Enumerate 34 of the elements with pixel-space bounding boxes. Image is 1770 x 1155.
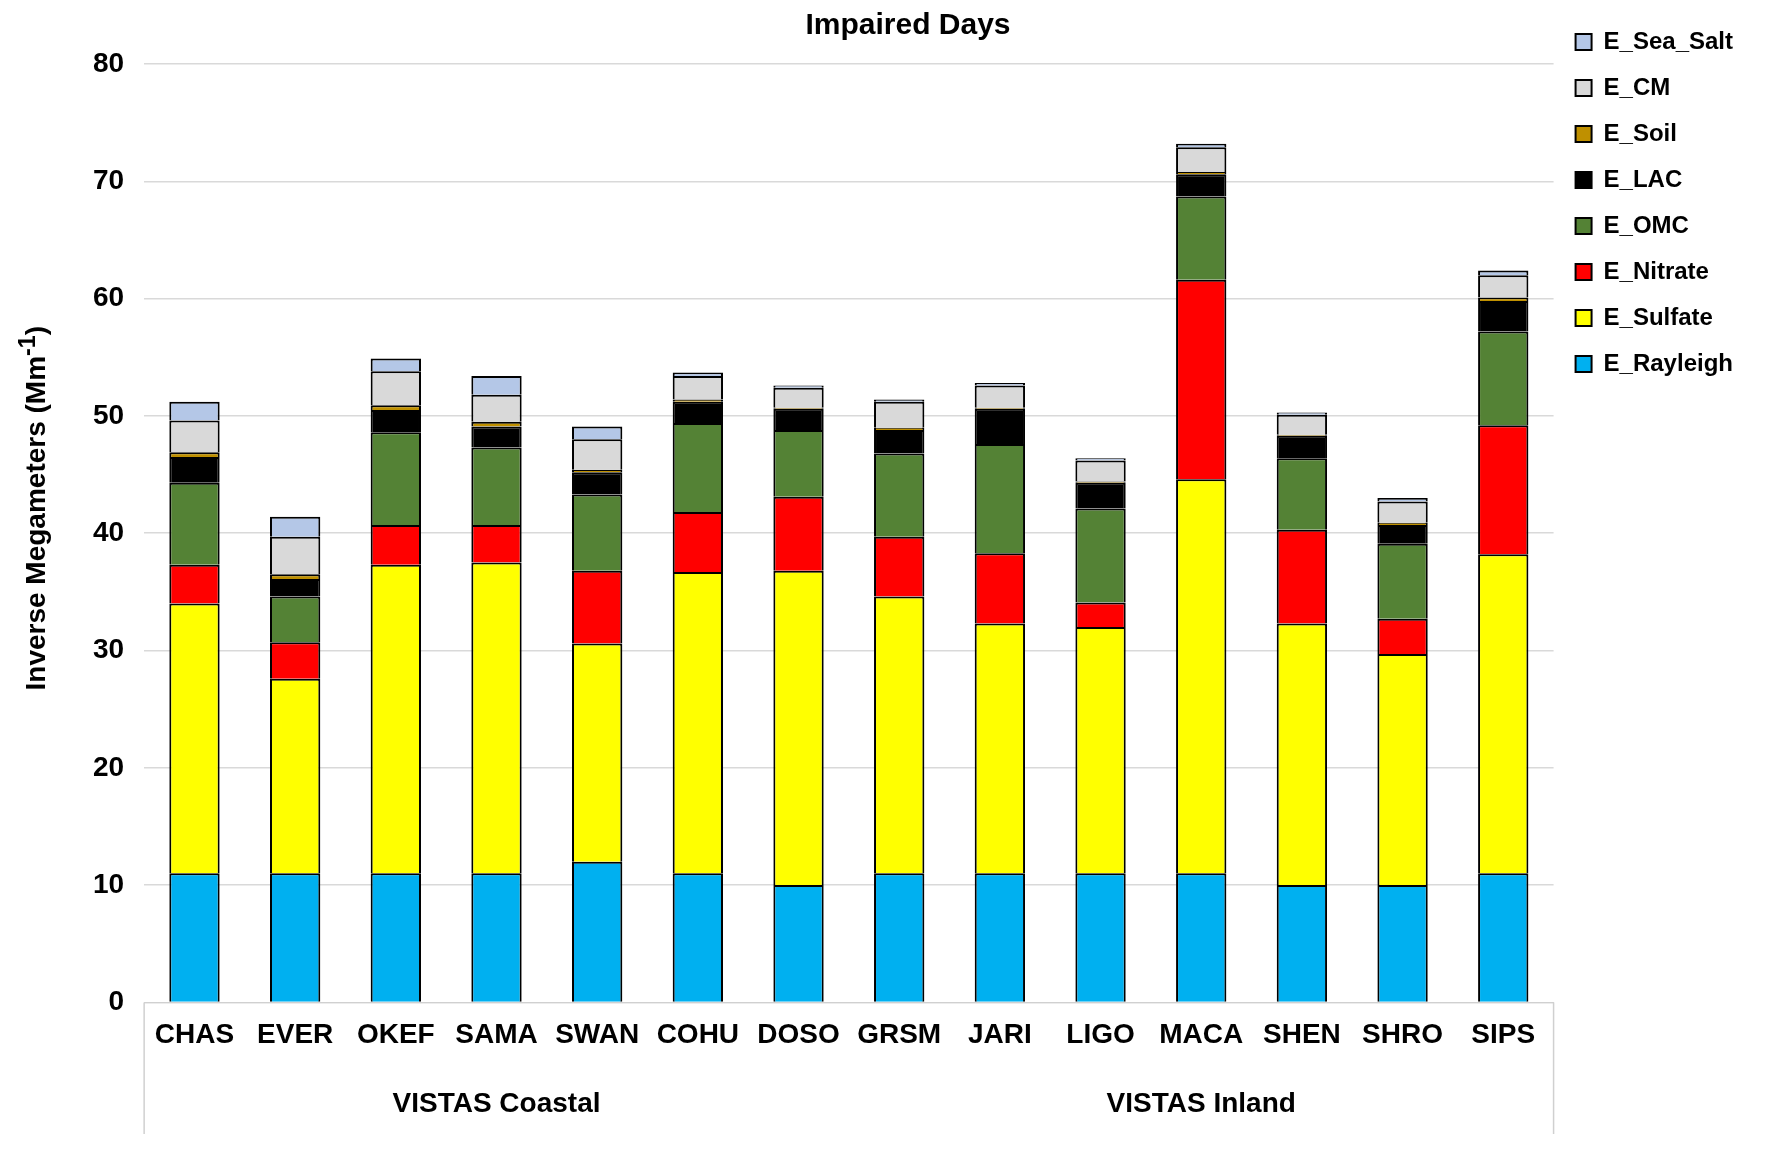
- x-tick-label: JARI: [967, 1017, 1032, 1049]
- y-tick-label: 20: [92, 750, 125, 782]
- legend-label: E_Rayleigh: [1603, 348, 1733, 376]
- chart-title: Impaired Days: [805, 7, 1011, 41]
- x-tick-label: DOSO: [757, 1017, 840, 1049]
- x-tick-label: CHAS: [154, 1017, 235, 1049]
- x-tick-label: EVER: [257, 1017, 334, 1049]
- legend-label: E_Nitrate: [1603, 256, 1709, 284]
- text: VISTAS Coastal: [392, 1086, 601, 1118]
- y-tick-label: 30: [92, 633, 125, 665]
- y-tick-label: 0: [108, 985, 125, 1017]
- x-tick-label: SIPS: [1471, 1017, 1536, 1049]
- y-tick-label: 60: [92, 281, 125, 313]
- legend-label: E_Sulfate: [1603, 302, 1713, 330]
- x-tick-label: SHEN: [1263, 1017, 1341, 1049]
- y-tick-label: 40: [92, 515, 125, 547]
- legend-label: E_Sea_Salt: [1603, 26, 1734, 54]
- x-tick-label: SAMA: [455, 1017, 538, 1049]
- text: VISTAS Inland: [1106, 1086, 1296, 1118]
- x-tick-label: SHRO: [1362, 1017, 1444, 1049]
- y-tick-label: 50: [92, 398, 125, 430]
- legend-label: E_OMC: [1603, 210, 1689, 238]
- x-tick-label: COHU: [656, 1017, 740, 1049]
- y-tick-label: 80: [92, 46, 125, 78]
- legend-label: E_Soil: [1603, 118, 1677, 146]
- y-tick-label: 70: [92, 164, 125, 196]
- legend-label: E_CM: [1603, 72, 1671, 100]
- x-tick-label: SWAN: [555, 1017, 640, 1049]
- y-tick-label: 10: [92, 867, 125, 899]
- x-tick-label: OKEF: [356, 1017, 435, 1049]
- x-tick-label: MACA: [1159, 1017, 1244, 1049]
- legend-label: E_LAC: [1603, 164, 1683, 192]
- x-tick-label: GRSM: [857, 1017, 942, 1049]
- x-tick-label: LIGO: [1066, 1017, 1135, 1049]
